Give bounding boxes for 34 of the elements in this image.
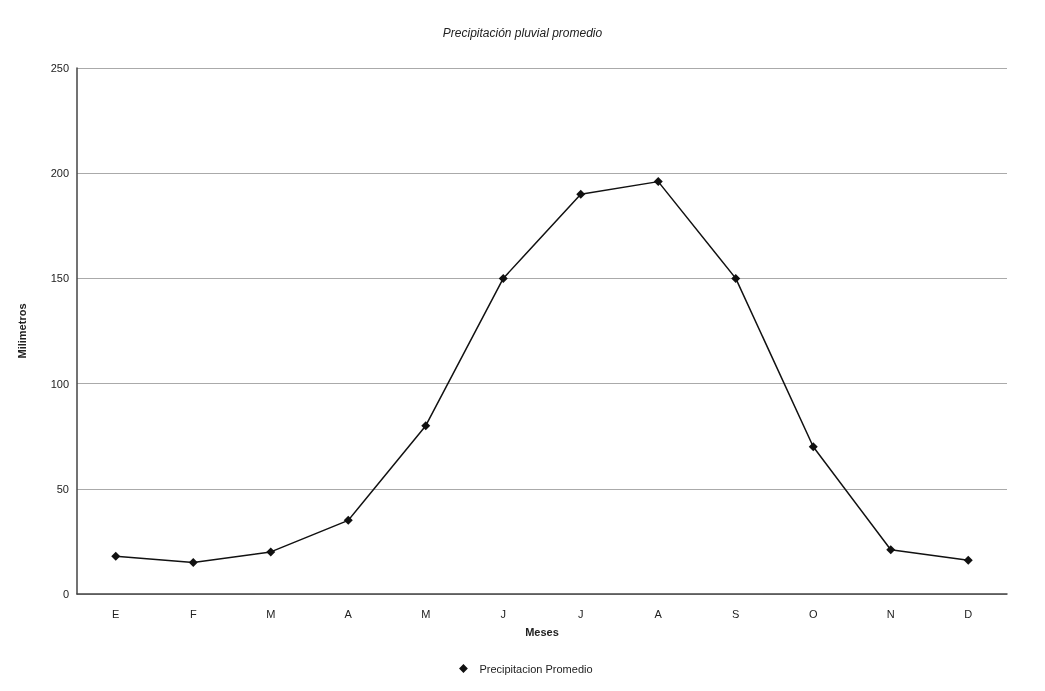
- x-tick-label: O: [808, 607, 818, 620]
- point: [886, 545, 896, 555]
- legend-label: Precipitacion Promedio: [479, 662, 593, 675]
- point: [498, 273, 508, 283]
- point: [343, 515, 353, 525]
- y-tick-label: 0: [62, 588, 69, 600]
- point: [188, 557, 198, 567]
- x-tick-label: M: [266, 607, 276, 620]
- x-axis-title: Meses: [525, 625, 559, 638]
- y-axis-title: Milimetros: [15, 303, 28, 359]
- point: [808, 442, 818, 452]
- x-tick-label: J: [500, 607, 506, 620]
- y-tick-label: 200: [50, 167, 69, 180]
- point: [111, 551, 121, 561]
- point: [963, 555, 973, 565]
- point: [576, 189, 586, 199]
- x-tick-label: A: [654, 607, 663, 620]
- x-tick-label: M: [421, 607, 431, 620]
- x-tick-label: D: [964, 607, 973, 620]
- point: [266, 547, 276, 557]
- x-tick-label: F: [189, 607, 197, 620]
- x-tick-label: E: [112, 607, 120, 620]
- y-tick-label: 250: [50, 62, 69, 74]
- chart-title: Precipitación pluvial promedio: [442, 26, 603, 40]
- x-tick-label: N: [886, 607, 895, 620]
- y-tick-label: 50: [56, 482, 69, 495]
- point: [653, 177, 663, 187]
- y-tick-label: 100: [50, 377, 69, 390]
- x-tick-label: J: [578, 607, 584, 620]
- point: [421, 421, 431, 431]
- y-tick-label: 150: [50, 272, 69, 285]
- x-tick-label: S: [732, 607, 740, 620]
- point: [731, 273, 741, 283]
- x-tick-label: A: [344, 607, 353, 620]
